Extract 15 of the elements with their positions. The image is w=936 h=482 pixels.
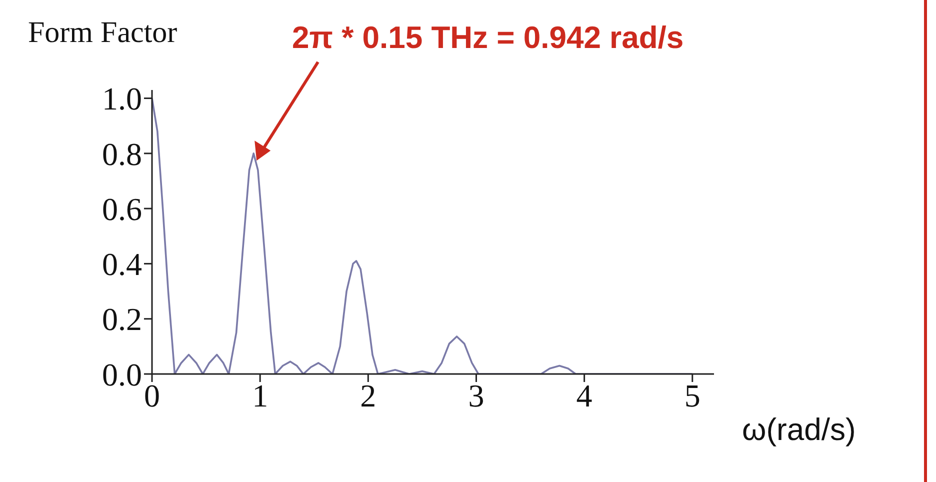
x-tick-label: 3 (468, 378, 484, 414)
y-tick-label: 1.0 (102, 80, 142, 117)
y-tick-label: 0.6 (102, 190, 142, 227)
chart-title: Form Factor (28, 16, 178, 49)
x-axis-title: ω(rad/s) (742, 412, 856, 447)
y-tick-label: 0.4 (102, 246, 142, 282)
annotation: 2π * 0.15 THz = 0.942 rad/s (292, 20, 684, 55)
x-tick-label: 0 (144, 378, 160, 414)
y-tick-label: 0.8 (102, 136, 142, 172)
y-tick-label: 0.0 (102, 356, 142, 392)
x-tick-label: 5 (684, 378, 700, 414)
y-tick-label: 0.2 (102, 301, 142, 338)
x-tick-label: 1 (252, 378, 268, 414)
x-tick-label: 4 (576, 378, 592, 414)
x-tick-label: 2 (360, 378, 376, 414)
